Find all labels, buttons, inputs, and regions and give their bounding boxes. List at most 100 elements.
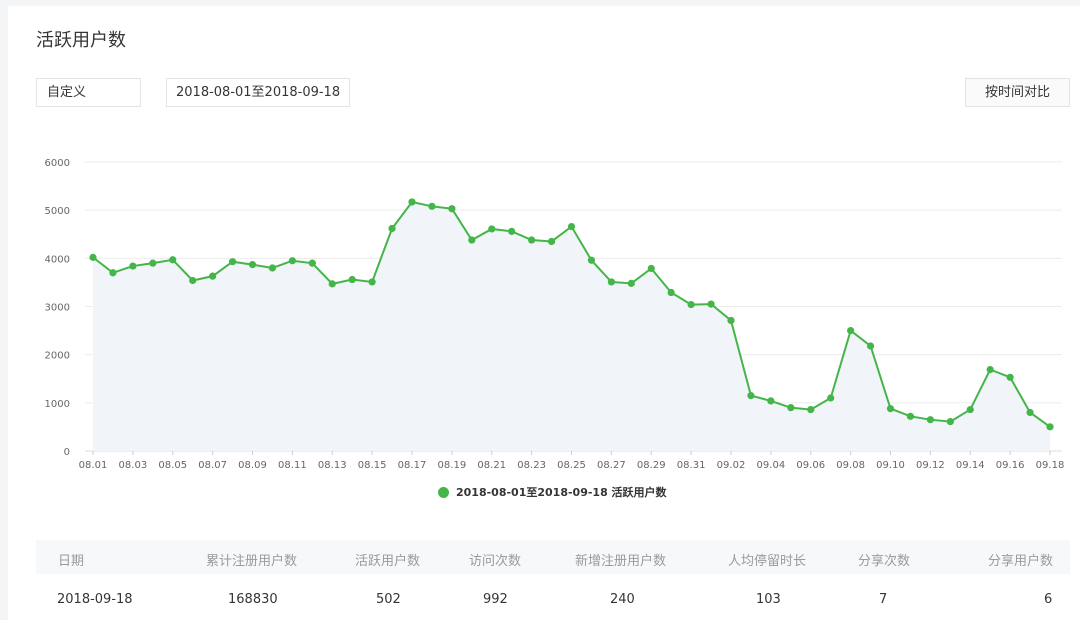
header-date: 日期: [58, 554, 85, 569]
header-new-registered: 新增注册用户数: [575, 554, 667, 569]
data-point: [1006, 373, 1014, 381]
data-point: [587, 256, 596, 264]
data-point: [847, 326, 855, 335]
y-tick-label: 6000: [45, 158, 70, 169]
x-tick-label: 09.16: [996, 460, 1025, 471]
data-point: [667, 288, 675, 297]
x-tick-label: 09.12: [916, 460, 945, 471]
data-point: [707, 300, 715, 308]
data-point: [508, 227, 516, 235]
x-tick-label: 08.11: [278, 460, 307, 471]
x-tick-label: 08.19: [438, 460, 467, 471]
data-point: [348, 275, 356, 284]
cell-share-users: 6: [1044, 592, 1053, 607]
cell-avg-stay: 103: [756, 592, 781, 607]
compare-by-time-button[interactable]: 按时间对比: [965, 78, 1070, 107]
header-share-count: 分享次数: [858, 554, 911, 569]
data-point: [827, 394, 835, 402]
data-point: [767, 397, 775, 405]
table-row: 2018-09-18 168830 502 992 240 103 7 6: [36, 582, 1070, 618]
chevron-down-icon: ⌄: [329, 86, 339, 99]
x-tick-label: 08.23: [517, 460, 546, 471]
data-point: [109, 269, 117, 277]
data-point: [966, 405, 974, 414]
data-point: [1046, 423, 1054, 431]
data-point: [129, 262, 137, 270]
y-tick-label: 3000: [45, 303, 70, 314]
x-tick-label: 08.27: [597, 460, 626, 471]
x-tick-label: 08.05: [158, 460, 187, 471]
x-tick-label: 09.06: [796, 460, 825, 471]
data-point: [388, 224, 396, 233]
data-point: [926, 416, 934, 424]
data-point: [787, 404, 795, 412]
y-tick-label: 1000: [45, 399, 70, 410]
data-point: [547, 237, 556, 246]
active-users-line-chart: 0 1000 2000 3000 4000 5000 6000 08.01 08.03 08.05…: [45, 158, 1065, 471]
data-point: [567, 222, 576, 231]
range-select[interactable]: 自定义: [36, 78, 141, 107]
data-point: [368, 278, 376, 286]
x-tick-label: 08.07: [198, 460, 227, 471]
x-tick-label: 08.31: [677, 460, 706, 471]
y-tick-label: 4000: [45, 254, 70, 265]
x-tick-label: 09.08: [836, 460, 865, 471]
x-tick-label: 09.02: [717, 460, 746, 471]
data-point: [488, 225, 496, 233]
x-tick-label: 08.09: [238, 460, 267, 471]
data-point: [169, 256, 177, 264]
series-area: [93, 201, 1050, 451]
data-point: [468, 236, 476, 244]
data-point: [288, 257, 296, 265]
data-point: [89, 253, 97, 261]
legend-label: 2018-08-01至2018-09-18 活跃用户数: [456, 486, 667, 499]
x-tick-label: 09.18: [1036, 460, 1065, 471]
chart-legend[interactable]: 2018-08-01至2018-09-18 活跃用户数: [438, 484, 667, 500]
x-tick-label: 08.17: [398, 460, 427, 471]
data-point: [886, 405, 895, 413]
data-point: [627, 279, 635, 287]
x-tick-label: 08.25: [557, 460, 586, 471]
x-tick-label: 08.21: [477, 460, 506, 471]
x-tick-label: 09.04: [757, 460, 786, 471]
y-tick-label: 5000: [45, 206, 70, 217]
data-point: [647, 264, 655, 273]
data-point: [228, 258, 237, 266]
data-point: [408, 198, 416, 206]
y-tick-label: 2000: [45, 351, 70, 362]
table-header-row: 日期 累计注册用户数 活跃用户数 访问次数 新增注册用户数 人均停留时长 分享次…: [36, 540, 1070, 574]
data-point: [189, 276, 197, 285]
data-point: [727, 316, 735, 325]
x-tick-label: 08.29: [637, 460, 666, 471]
data-point: [248, 260, 257, 269]
data-point: [747, 392, 755, 400]
header-avg-stay: 人均停留时长: [728, 554, 807, 569]
page-title: 活跃用户数: [36, 30, 126, 51]
data-point: [448, 205, 456, 213]
legend-marker: [438, 486, 449, 498]
x-tick-label: 08.03: [119, 460, 148, 471]
y-tick-label: 0: [64, 447, 70, 458]
data-point: [607, 278, 615, 286]
data-point: [1026, 408, 1034, 417]
x-tick-label: 09.14: [956, 460, 985, 471]
x-tick-label: 09.10: [876, 460, 905, 471]
cell-date: 2018-09-18: [57, 592, 133, 607]
data-point: [308, 259, 316, 267]
cell-active-users: 502: [376, 592, 401, 607]
data-point: [906, 412, 915, 420]
header-visits: 访问次数: [469, 554, 522, 569]
x-tick-label: 08.13: [318, 460, 347, 471]
x-tick-label: 08.15: [358, 460, 387, 471]
header-share-users: 分享用户数: [988, 554, 1054, 569]
date-range-select[interactable]: 2018-08-01至2018-09-18 ⌄: [166, 78, 350, 107]
data-point: [149, 259, 157, 267]
data-point: [946, 418, 954, 426]
header-total-registered: 累计注册用户数: [206, 554, 298, 569]
data-point: [328, 280, 336, 288]
data-point: [268, 264, 277, 272]
cell-share-count: 7: [879, 592, 888, 607]
cell-new-registered: 240: [610, 592, 635, 607]
cell-total-registered: 168830: [228, 592, 278, 607]
data-point: [807, 405, 815, 414]
